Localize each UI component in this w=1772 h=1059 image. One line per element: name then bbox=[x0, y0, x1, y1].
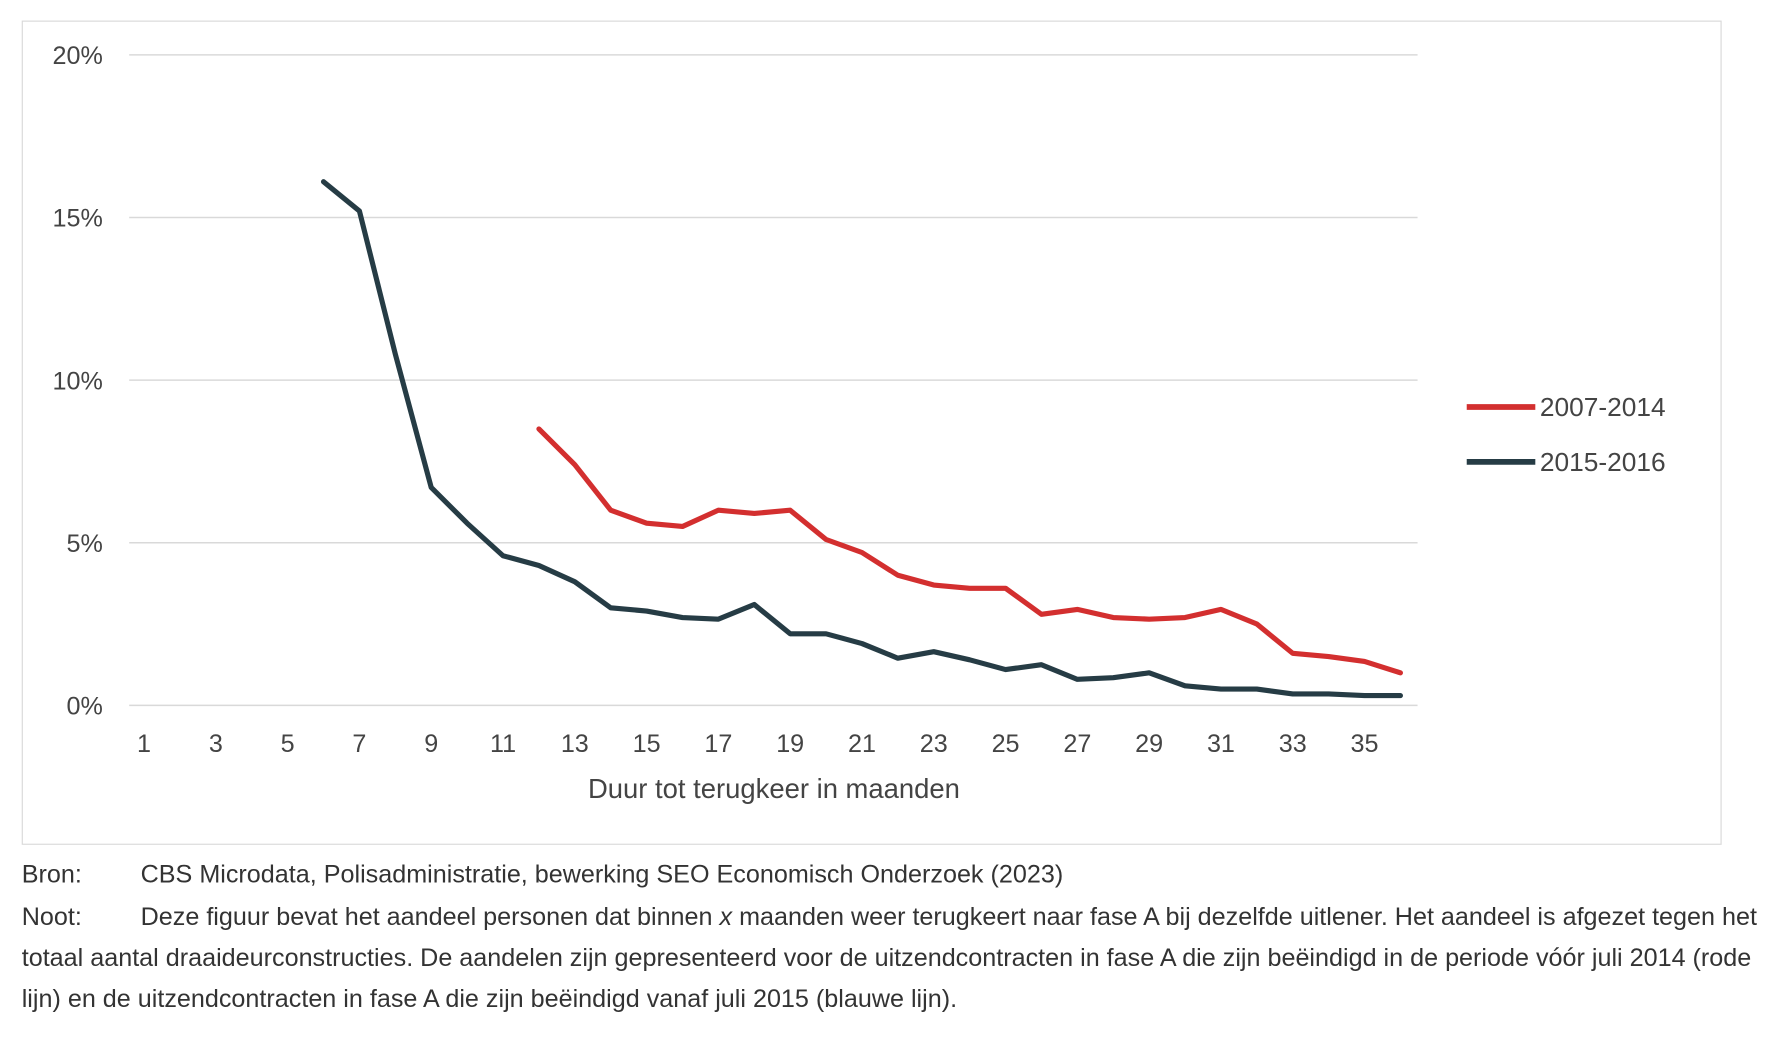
x-tick-label: 31 bbox=[1207, 730, 1235, 758]
y-tick-label: 5% bbox=[67, 530, 103, 558]
note-text-2: maanden weer terugkeert naar fase A bij … bbox=[21, 901, 1757, 1013]
x-tick-label: 5 bbox=[281, 730, 295, 758]
series-line-2007-2014 bbox=[536, 426, 1403, 676]
note-text-1: Deze figuur bevat het aandeel personen d… bbox=[140, 901, 720, 931]
y-tick-label: 20% bbox=[53, 42, 103, 70]
x-tick-label: 1 bbox=[137, 730, 151, 758]
note: Noot: Deze figuur bevat het aandeel perso… bbox=[22, 896, 1760, 1019]
x-tick-label: 11 bbox=[490, 730, 516, 758]
x-tick-label: 35 bbox=[1351, 730, 1379, 758]
legend-label: 2007-2014 bbox=[1540, 392, 1666, 422]
x-tick-label: 19 bbox=[776, 730, 804, 758]
y-tick-label: 10% bbox=[53, 367, 103, 395]
x-tick-label: 9 bbox=[424, 730, 438, 758]
legend-label: 2015-2016 bbox=[1540, 447, 1666, 477]
line-chart: 0%5%10%15%20%1 3 5 7 9 11 13 15 17 19 21 23 25 27 29 31… bbox=[53, 42, 1666, 804]
x-tick-label: 25 bbox=[992, 730, 1020, 758]
x-tick-label: 13 bbox=[561, 730, 589, 758]
chart-frame bbox=[21, 20, 1722, 845]
x-tick-label: 27 bbox=[1063, 730, 1091, 758]
x-tick-label: 17 bbox=[704, 730, 732, 758]
note-italic: x bbox=[719, 901, 733, 931]
source-label: Bron: bbox=[21, 859, 82, 889]
x-tick-label: 15 bbox=[633, 730, 661, 758]
x-tick-label: 23 bbox=[920, 730, 948, 758]
x-tick-label: 33 bbox=[1279, 730, 1307, 758]
source-note: Bron: CBS Microdata, Polisadministratie, … bbox=[22, 854, 1760, 895]
x-axis-title: Duur tot terugkeer in maanden bbox=[588, 773, 960, 804]
x-tick-label: 29 bbox=[1135, 730, 1163, 758]
x-tick-label: 21 bbox=[848, 730, 876, 758]
note-label: Noot: bbox=[21, 901, 82, 931]
y-tick-label: 0% bbox=[67, 693, 103, 721]
x-tick-label: 7 bbox=[352, 730, 366, 758]
y-tick-label: 15% bbox=[53, 205, 103, 233]
x-tick-label: 3 bbox=[209, 730, 223, 758]
source-text: CBS Microdata, Polisadministratie, bewer… bbox=[140, 859, 1064, 889]
series-line-2015-2016 bbox=[320, 179, 1403, 699]
